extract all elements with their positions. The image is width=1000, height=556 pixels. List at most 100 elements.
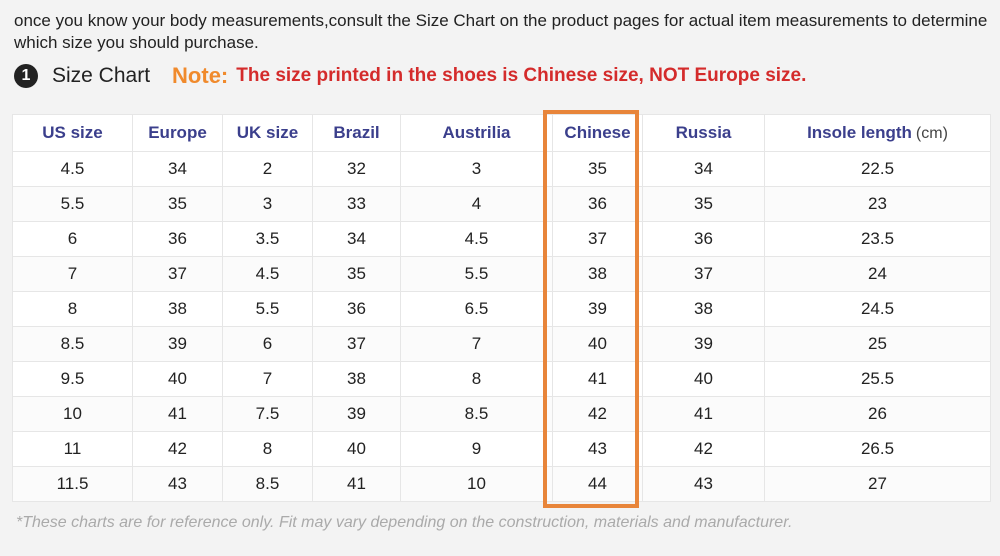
table-cell: 36 [312,291,401,327]
table-cell: 38 [312,361,401,397]
table-cell: 43 [132,466,223,502]
table-cell: 3 [400,151,553,187]
table-cell: 39 [132,326,223,362]
table-row: 5.5 35 3 33 4 36 35 23 [12,186,991,222]
table-cell: 26.5 [764,431,991,467]
table-cell: 41 [552,361,643,397]
table-cell: 37 [132,256,223,292]
table-cell: 36 [642,221,765,257]
table-cell: 4 [400,186,553,222]
table-cell: 11 [12,431,133,467]
table-cell: 4.5 [222,256,313,292]
table-cell: 6 [222,326,313,362]
size-chart-table-container: US size Europe UK size Brazil Austrilia … [12,114,991,502]
table-cell: 5.5 [400,256,553,292]
table-cell: 7 [222,361,313,397]
table-cell: 32 [312,151,401,187]
table-cell: 4.5 [400,221,553,257]
size-chart-table: US size Europe UK size Brazil Austrilia … [12,114,991,502]
intro-text: once you know your body measurements,con… [14,11,988,52]
table-row: 8 38 5.5 36 6.5 39 38 24.5 [12,291,991,327]
table-cell: 3.5 [222,221,313,257]
table-cell: 27 [764,466,991,502]
table-body: 4.5 34 2 32 3 35 34 22.5 5.5 35 3 33 4 36 35 23 6 36 3.5 34… [12,151,991,502]
header-europe: Europe [132,114,223,152]
table-cell: 39 [552,291,643,327]
header-insole-length: Insole length (cm) [764,114,991,152]
table-cell: 33 [312,186,401,222]
table-cell: 40 [642,361,765,397]
table-cell: 10 [12,396,133,432]
table-cell: 34 [642,151,765,187]
note-label: Note: [172,63,229,88]
table-cell: 42 [642,431,765,467]
table-cell: 6.5 [400,291,553,327]
table-cell: 11.5 [12,466,133,502]
table-cell: 37 [552,221,643,257]
table-cell: 44 [552,466,643,502]
table-cell: 9.5 [12,361,133,397]
table-cell: 24 [764,256,991,292]
table-cell: 23 [764,186,991,222]
table-row: 10 41 7.5 39 8.5 42 41 26 [12,396,991,432]
table-cell: 26 [764,396,991,432]
insole-length-label: Insole length [807,123,912,142]
table-cell: 41 [642,396,765,432]
table-cell: 34 [132,151,223,187]
disclaimer-text: *These charts are for reference only. Fi… [16,514,793,531]
table-row: 8.5 39 6 37 7 40 39 25 [12,326,991,362]
header-australia: Austrilia [400,114,553,152]
table-cell: 2 [222,151,313,187]
table-cell: 40 [552,326,643,362]
size-chart-heading: 1 Size Chart Note: The size printed in t… [14,60,806,92]
header-uk-size: UK size [222,114,313,152]
table-cell: 6 [12,221,133,257]
size-chart-title: Size Chart [52,64,151,87]
table-cell: 25.5 [764,361,991,397]
table-cell: 7 [12,256,133,292]
table-cell: 36 [552,186,643,222]
table-cell: 35 [642,186,765,222]
table-cell: 8.5 [400,396,553,432]
header-russia: Russia [642,114,765,152]
table-cell: 38 [132,291,223,327]
table-cell: 22.5 [764,151,991,187]
table-cell: 10 [400,466,553,502]
table-cell: 39 [642,326,765,362]
table-cell: 8 [400,361,553,397]
table-cell: 4.5 [12,151,133,187]
table-cell: 24.5 [764,291,991,327]
table-cell: 34 [312,221,401,257]
step-number-badge: 1 [14,64,38,88]
header-us-size: US size [12,114,133,152]
table-cell: 37 [642,256,765,292]
table-cell: 38 [642,291,765,327]
table-row: 9.5 40 7 38 8 41 40 25.5 [12,361,991,397]
table-cell: 38 [552,256,643,292]
table-cell: 43 [642,466,765,502]
table-header-row: US size Europe UK size Brazil Austrilia … [12,114,991,152]
table-row: 11 42 8 40 9 43 42 26.5 [12,431,991,467]
table-cell: 7.5 [222,396,313,432]
table-cell: 5.5 [12,186,133,222]
table-row: 4.5 34 2 32 3 35 34 22.5 [12,151,991,187]
insole-unit: (cm) [915,125,948,142]
table-cell: 9 [400,431,553,467]
table-cell: 8.5 [12,326,133,362]
table-cell: 7 [400,326,553,362]
table-cell: 40 [312,431,401,467]
table-row: 11.5 43 8.5 41 10 44 43 27 [12,466,991,502]
table-cell: 43 [552,431,643,467]
table-cell: 37 [312,326,401,362]
header-chinese: Chinese [552,114,643,152]
table-cell: 40 [132,361,223,397]
table-cell: 35 [552,151,643,187]
table-cell: 8 [12,291,133,327]
table-cell: 35 [132,186,223,222]
table-cell: 42 [552,396,643,432]
table-cell: 25 [764,326,991,362]
table-cell: 3 [222,186,313,222]
table-cell: 23.5 [764,221,991,257]
table-cell: 8 [222,431,313,467]
table-cell: 5.5 [222,291,313,327]
